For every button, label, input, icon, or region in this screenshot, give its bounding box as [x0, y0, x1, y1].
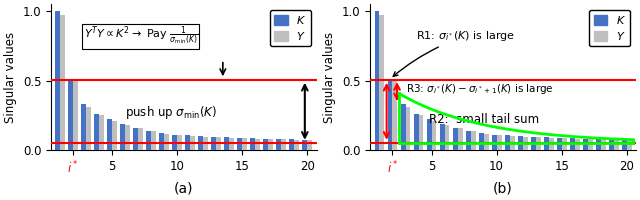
Bar	[531, 137, 536, 150]
Bar	[190, 136, 195, 150]
Bar	[583, 139, 588, 150]
Bar	[440, 124, 445, 150]
Bar	[303, 140, 307, 150]
Bar	[479, 133, 484, 150]
Bar	[518, 136, 523, 150]
Bar	[557, 138, 562, 150]
Bar	[596, 139, 601, 150]
Bar	[601, 139, 605, 150]
Bar	[159, 133, 164, 150]
Bar	[229, 138, 234, 150]
Bar	[120, 124, 125, 150]
Bar	[282, 139, 286, 150]
Bar	[198, 136, 204, 150]
Bar	[68, 79, 73, 150]
Bar	[243, 138, 247, 150]
Bar	[470, 131, 476, 150]
Bar	[147, 131, 151, 150]
Bar	[445, 125, 449, 150]
Bar	[151, 131, 156, 150]
Bar	[225, 137, 229, 150]
Bar	[458, 128, 463, 150]
Bar	[466, 131, 470, 150]
Bar	[276, 139, 282, 150]
Bar	[536, 137, 541, 150]
Bar	[250, 138, 255, 150]
Bar	[86, 107, 91, 150]
Bar	[55, 11, 60, 150]
Bar	[268, 139, 273, 150]
Bar	[216, 137, 221, 150]
Bar	[562, 138, 566, 150]
Text: R3: $\sigma_{i^*}(K) - \sigma_{i^*+1}(K)$ is large: R3: $\sigma_{i^*}(K) - \sigma_{i^*+1}(K)…	[406, 82, 554, 96]
Bar	[264, 139, 268, 150]
Bar	[307, 140, 312, 150]
Bar	[60, 15, 65, 150]
Text: R2:  small tail sum: R2: small tail sum	[429, 113, 539, 126]
Bar	[492, 135, 497, 150]
Text: $Y^TY \propto K^2 \rightarrow$ Pay $\frac{1}{\sigma_{\min}(K)}$: $Y^TY \propto K^2 \rightarrow$ Pay $\fra…	[84, 25, 198, 47]
Bar	[427, 119, 431, 150]
Bar	[627, 140, 632, 150]
Bar	[622, 140, 627, 150]
Text: push up $\sigma_{\min}(K)$: push up $\sigma_{\min}(K)$	[125, 104, 217, 121]
Bar	[431, 121, 436, 150]
Bar	[172, 135, 177, 150]
Bar	[544, 137, 548, 150]
Bar	[99, 115, 104, 150]
Y-axis label: Singular values: Singular values	[4, 31, 17, 123]
Legend: $K$, $Y$: $K$, $Y$	[270, 10, 311, 46]
Bar	[523, 137, 527, 150]
Bar	[609, 139, 614, 150]
Bar	[186, 135, 190, 150]
Bar	[413, 114, 419, 150]
Text: R1: $\sigma_{i^*}(K)$ is large: R1: $\sigma_{i^*}(K)$ is large	[393, 29, 515, 76]
Bar	[452, 128, 458, 150]
Bar	[497, 135, 502, 150]
Bar	[94, 114, 99, 150]
Bar	[401, 104, 406, 150]
Bar	[388, 79, 392, 150]
Bar	[484, 134, 488, 150]
Bar	[125, 125, 130, 150]
Bar	[81, 104, 86, 150]
Bar	[177, 135, 182, 150]
Bar	[406, 107, 410, 150]
Bar	[575, 139, 580, 150]
Bar	[505, 135, 509, 150]
Legend: $K$, $Y$: $K$, $Y$	[589, 10, 630, 46]
Bar	[419, 115, 424, 150]
Bar	[570, 138, 575, 150]
Y-axis label: Singular values: Singular values	[323, 31, 337, 123]
Bar	[380, 15, 385, 150]
Bar	[588, 139, 593, 150]
Bar	[289, 139, 294, 150]
Bar	[108, 119, 112, 150]
Bar	[548, 138, 554, 150]
Bar	[133, 128, 138, 150]
Bar	[294, 140, 300, 150]
Bar	[211, 137, 216, 150]
X-axis label: (a): (a)	[174, 182, 193, 196]
Bar	[73, 81, 78, 150]
Bar	[112, 121, 117, 150]
X-axis label: (b): (b)	[493, 182, 513, 196]
Bar	[255, 139, 260, 150]
Bar	[509, 136, 515, 150]
Bar	[204, 137, 208, 150]
Bar	[614, 140, 619, 150]
Bar	[138, 128, 143, 150]
Bar	[392, 81, 397, 150]
Bar	[237, 138, 243, 150]
Bar	[374, 11, 380, 150]
Bar	[164, 134, 169, 150]
